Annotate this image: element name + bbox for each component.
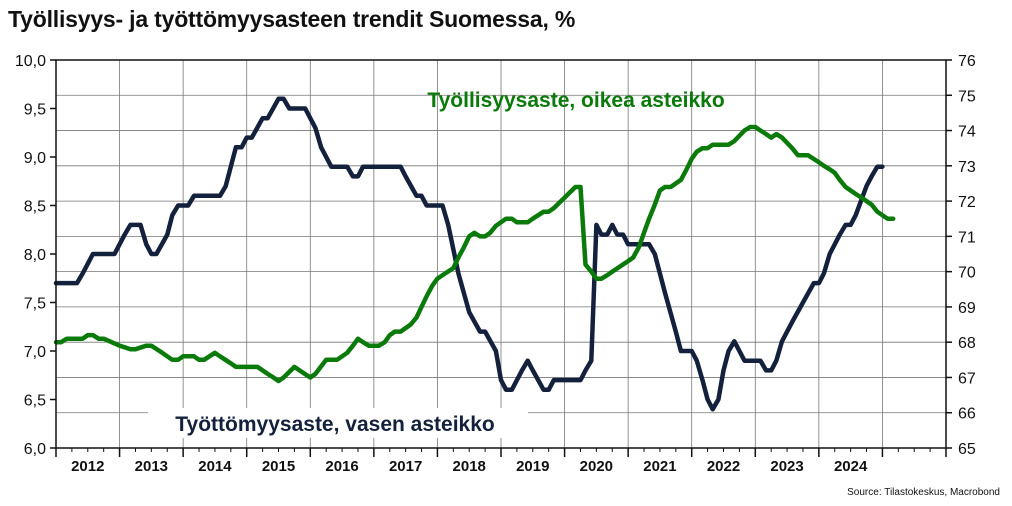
y-left-tick-label: 10,0 xyxy=(15,53,46,70)
y-right-tick-label: 76 xyxy=(958,53,976,70)
x-tick-label: 2015 xyxy=(262,458,295,475)
series-lines xyxy=(53,96,896,412)
chart-title: Työllisyys- ja työttömyysasteen trendit … xyxy=(8,6,576,32)
y-left-tick-label: 7,5 xyxy=(24,296,46,313)
x-tick-label: 2013 xyxy=(135,458,168,475)
x-tick-label: 2014 xyxy=(198,458,232,475)
employment-rate-line xyxy=(53,124,896,384)
y-right-tick-label: 66 xyxy=(958,406,976,423)
y-right-tick-label: 67 xyxy=(958,370,976,387)
y-right-tick-label: 68 xyxy=(958,335,976,352)
axis-labels: 2012 2013 2014 2015 2016 2017 2018 2019 2020 2021… xyxy=(15,53,976,475)
y-left-tick-label: 8,0 xyxy=(24,247,46,264)
x-tick-label: 2024 xyxy=(834,458,868,475)
x-tick-label: 2018 xyxy=(453,458,486,475)
x-tick-label: 2023 xyxy=(770,458,803,475)
unemployment-rate-line xyxy=(53,96,885,412)
y-right-tick-label: 72 xyxy=(958,194,976,211)
y-right-tick-label: 70 xyxy=(958,265,976,282)
source-note: Source: Tilastokeskus, Macrobond xyxy=(847,487,1000,498)
y-right-tick-label: 65 xyxy=(958,441,976,458)
y-right-tick-label: 74 xyxy=(958,124,976,141)
y-right-tick-label: 73 xyxy=(958,159,976,176)
x-tick-label: 2020 xyxy=(580,458,613,475)
x-tick-label: 2022 xyxy=(707,458,740,475)
y-left-tick-label: 6,5 xyxy=(24,393,46,410)
unemployment-rate-label: Työttömyysaste, vasen asteikko xyxy=(175,413,494,436)
y-left-tick-label: 6,0 xyxy=(24,441,46,458)
y-left-tick-label: 7,0 xyxy=(24,344,46,361)
x-tick-label: 2021 xyxy=(643,458,676,475)
x-tick-label: 2017 xyxy=(389,458,422,475)
employment-rate-label: Työllisyysaste, oikea asteikko xyxy=(427,89,724,112)
y-right-tick-label: 75 xyxy=(958,88,976,105)
axis-ticks xyxy=(50,59,952,457)
x-tick-label: 2016 xyxy=(325,458,358,475)
x-tick-label: 2019 xyxy=(516,458,549,475)
unemployment-label-bg xyxy=(148,408,528,438)
y-left-tick-label: 8,5 xyxy=(24,199,46,216)
grid-lines xyxy=(55,59,947,449)
y-left-tick-label: 9,0 xyxy=(24,150,46,167)
y-right-tick-label: 69 xyxy=(958,300,976,317)
y-right-tick-label: 71 xyxy=(958,229,976,246)
y-left-tick-label: 9,5 xyxy=(24,102,46,119)
x-tick-label: 2012 xyxy=(71,458,104,475)
